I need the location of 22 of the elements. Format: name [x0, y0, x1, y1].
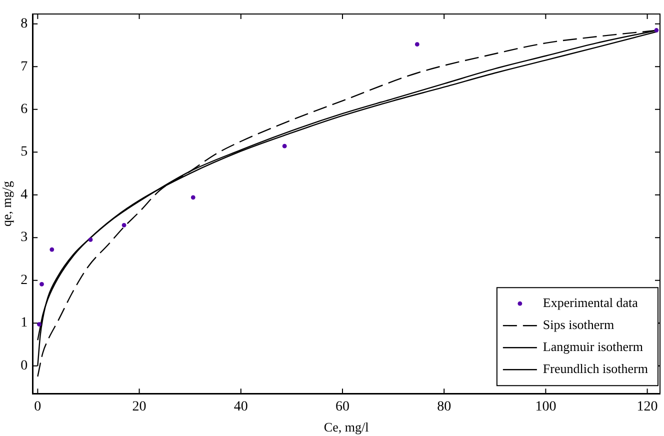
x-tick-label: 40: [234, 400, 248, 415]
x-tick-label: 100: [535, 400, 556, 415]
x-tick-label: 0: [34, 400, 42, 415]
y-tick-label: 0: [20, 358, 28, 374]
x-tick-label: 80: [437, 400, 452, 415]
y-tick-label: 6: [20, 102, 28, 117]
legend-label: Freundlich isotherm: [542, 361, 648, 376]
y-tick-label: 4: [20, 187, 28, 202]
x-tick-label: 60: [335, 400, 350, 415]
legend-label: Langmuir isotherm: [542, 339, 643, 354]
y-axis-title: qe, mg/g: [0, 180, 14, 227]
y-tick-label: 3: [20, 230, 28, 246]
x-tick-label: 120: [636, 400, 658, 415]
x-tick-label: 20: [132, 400, 146, 415]
y-tick-label: 2: [20, 272, 28, 288]
y-tick-label: 1: [20, 316, 28, 331]
legend-label: Experimental data: [542, 295, 638, 310]
y-tick-label: 5: [20, 144, 28, 160]
x-axis-title: Ce, mg/l: [324, 420, 370, 435]
y-tick-label: 8: [20, 16, 28, 32]
legend-label: Sips isotherm: [542, 317, 614, 332]
y-tick-label: 7: [20, 59, 28, 74]
